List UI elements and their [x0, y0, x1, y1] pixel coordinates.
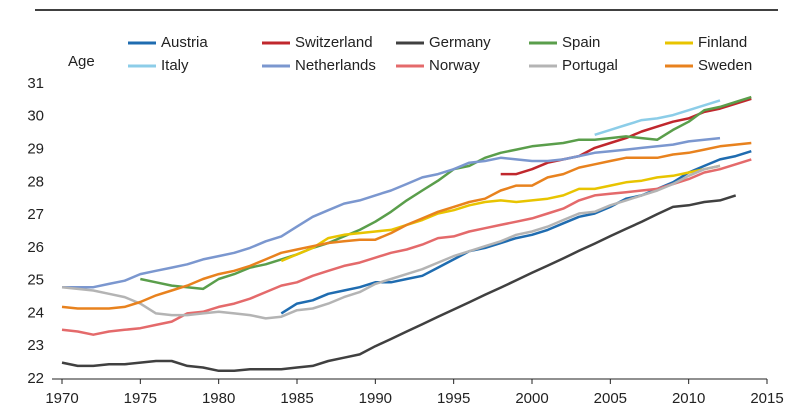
y-tick-label: 29 — [27, 141, 44, 158]
legend-label: Norway — [429, 57, 480, 74]
series-line — [140, 95, 752, 291]
y-tick-label: 22 — [27, 370, 44, 387]
y-tick-label: 30 — [27, 108, 44, 125]
x-tick-label: 2005 — [594, 390, 627, 407]
y-tick-label: 27 — [27, 206, 44, 223]
x-tick-label: 1975 — [124, 390, 157, 407]
legend-label: Finland — [698, 34, 747, 51]
x-tick-label: 2000 — [515, 390, 548, 407]
x-tick-label: 1980 — [202, 390, 235, 407]
legend-label: Italy — [161, 57, 189, 74]
series-line — [61, 141, 752, 310]
y-tick-label: 31 — [27, 75, 44, 92]
x-tick-label: 2010 — [672, 390, 705, 407]
x-tick-label: 1990 — [359, 390, 392, 407]
series-line — [61, 158, 752, 336]
legend-label: Spain — [562, 34, 600, 51]
x-tick-label: 1995 — [437, 390, 470, 407]
y-tick-label: 28 — [27, 173, 44, 190]
series-line — [61, 194, 737, 373]
x-tick-label: 1970 — [45, 390, 78, 407]
y-tick-label: 24 — [27, 304, 44, 321]
series-line — [61, 164, 721, 320]
x-tick-label: 1985 — [280, 390, 313, 407]
y-tick-label: 25 — [27, 272, 44, 289]
x-tick-label: 2015 — [750, 390, 783, 407]
legend-label: Sweden — [698, 57, 752, 74]
legend-label: Switzerland — [295, 34, 373, 51]
legend-label: Netherlands — [295, 57, 376, 74]
y-axis-label: Age — [68, 53, 95, 70]
y-tick-label: 23 — [27, 337, 44, 354]
legend-label: Portugal — [562, 57, 618, 74]
y-tick-label: 26 — [27, 239, 44, 256]
series-line — [62, 136, 721, 289]
series-line — [280, 164, 721, 263]
legend-label: Germany — [429, 34, 491, 51]
legend-label: Austria — [161, 34, 208, 51]
series-line — [500, 97, 752, 176]
series-line — [280, 150, 752, 315]
